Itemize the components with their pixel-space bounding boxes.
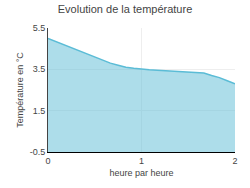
svg-text:1: 1: [139, 156, 144, 166]
svg-text:2: 2: [232, 156, 237, 166]
svg-text:-0.5: -0.5: [30, 147, 46, 157]
svg-text:3.5: 3.5: [33, 64, 46, 74]
svg-text:1.5: 1.5: [33, 106, 46, 116]
svg-text:Evolution de la température: Evolution de la température: [58, 3, 193, 15]
svg-text:0: 0: [45, 156, 50, 166]
svg-text:heure par heure: heure par heure: [109, 168, 173, 178]
svg-text:5.5: 5.5: [33, 23, 46, 33]
svg-text:Température en °C: Température en °C: [15, 52, 25, 128]
